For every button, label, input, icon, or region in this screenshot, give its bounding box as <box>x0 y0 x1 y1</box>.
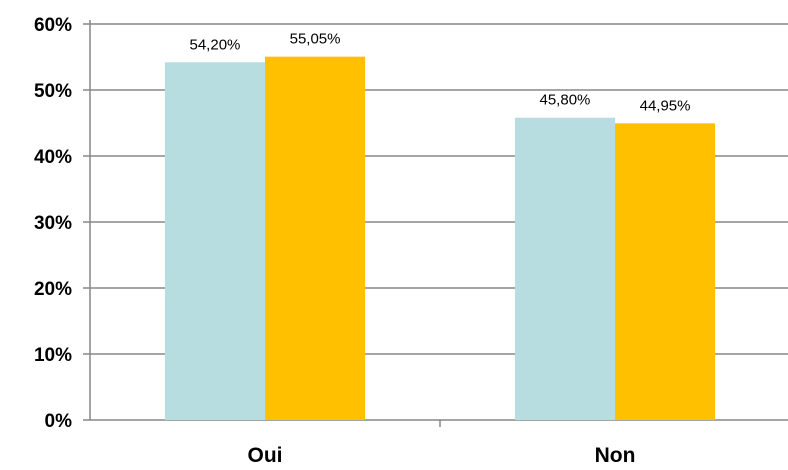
y-tick-label: 60% <box>34 15 72 36</box>
x-category-label: Non <box>595 444 636 467</box>
data-label: 45,80% <box>540 92 591 109</box>
bar <box>164 62 265 420</box>
y-tick-label: 20% <box>34 279 72 300</box>
y-tick-label: 30% <box>34 213 72 234</box>
data-label: 55,05% <box>290 31 341 48</box>
y-tick-label: 40% <box>34 147 72 168</box>
x-category-label: Oui <box>248 444 283 467</box>
bar <box>265 56 366 421</box>
data-label: 44,95% <box>640 97 691 114</box>
data-label: 54,20% <box>190 36 241 53</box>
y-tick-label: 10% <box>34 345 72 366</box>
y-tick-label: 0% <box>45 411 73 432</box>
bars <box>164 56 716 421</box>
bar <box>615 123 716 420</box>
labels: 0% 10% 20% 30% 40% 50% 60% Oui 54,20% 55,05% Non 45… <box>34 15 691 467</box>
bar <box>514 117 615 420</box>
y-tick-label: 50% <box>34 81 72 102</box>
